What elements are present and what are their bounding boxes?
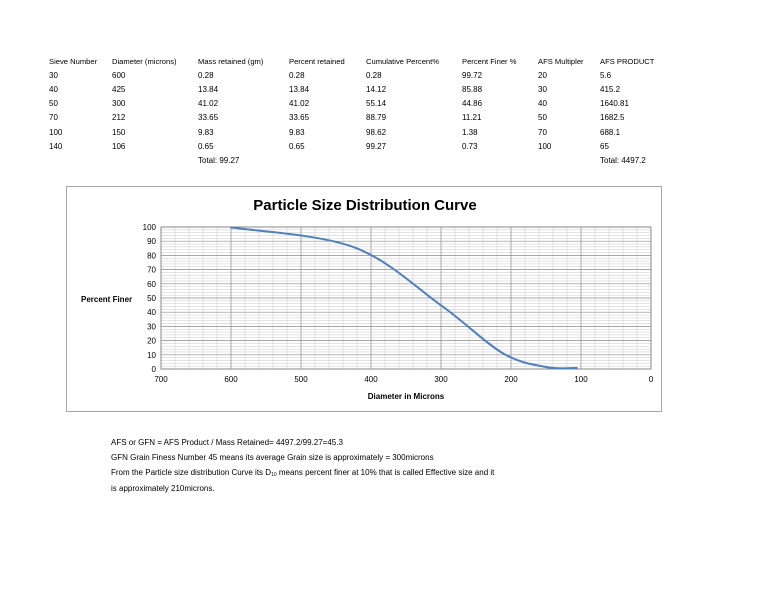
cell: 41.02 [289,99,310,109]
cell: 150 [112,127,126,137]
cell: 11.21 [462,113,482,123]
cell: 13.84 [289,84,310,94]
cell: 0.28 [198,70,214,80]
x-axis-label: Diameter in Microns [368,392,445,401]
cell: 14.12 [366,84,387,94]
x-tick-label: 400 [364,375,378,384]
cell: 33.65 [289,113,310,123]
cell: 106 [112,141,126,151]
cell: 5.6 [600,70,612,80]
y-tick-label: 70 [147,266,156,275]
chart-title: Particle Size Distribution Curve [253,197,476,214]
table-row: 70 212 33.65 33.65 88.79 11.21 50 1682.5 [49,111,670,125]
cell: 65 [600,141,609,151]
cell: 300 [112,99,126,109]
header-cumulative-percent: Cumulative Percent% [366,56,440,66]
cell: 140 [49,141,63,151]
header-percent-retained: Percent retained [289,56,345,66]
table-row: 140 106 0.65 0.65 99.27 0.73 100 65 [49,139,670,153]
x-tick-label: 200 [504,375,518,384]
cell: 88.79 [366,113,387,123]
cell: 9.83 [289,127,305,137]
gfn-note: GFN Grain Finess Number 45 means its ave… [111,453,434,463]
cell: 100 [538,141,552,151]
y-tick-label: 60 [147,280,156,289]
cell: 70 [538,127,547,137]
effective-size-value-note: is approximately 210microns. [111,483,215,493]
y-tick-label: 20 [147,337,156,346]
cell: 0.65 [289,141,305,151]
x-tick-label: 300 [434,375,448,384]
cell: 41.02 [198,99,219,109]
header-mass-retained: Mass retained (gm) [198,56,264,66]
y-axis-label: Percent Finer [81,295,132,304]
y-tick-label: 80 [147,251,156,260]
cell: 1640.81 [600,99,629,109]
afs-total: Total: 4497.2 [600,155,646,165]
y-tick-label: 40 [147,308,156,317]
series-percent-finer-line [230,226,578,370]
cell: 50 [49,99,58,109]
cell: 100 [49,127,63,137]
y-tick-label: 10 [147,351,156,360]
mass-total: Total: 99.27 [198,155,240,165]
cell: 415.2 [600,84,621,94]
cell: 0.28 [289,70,305,80]
table-row: 40 425 13.84 13.84 14.12 85.88 30 415.2 [49,82,670,96]
header-afs-multiplier: AFS Multipler [538,56,584,66]
y-tick-label: 90 [147,237,156,246]
x-tick-label: 500 [294,375,308,384]
header-diameter: Diameter (microns) [112,56,177,66]
table-row: 50 300 41.02 41.02 55.14 44.86 40 1640.81 [49,97,670,111]
cell: 40 [49,84,58,94]
cell: 99.72 [462,70,483,80]
plot-area [160,226,652,370]
cell: 30 [49,70,58,80]
x-tick-label: 600 [224,375,238,384]
cell: 0.28 [366,70,382,80]
header-afs-product: AFS PRODUCT [600,56,655,66]
cell: 70 [49,113,58,123]
x-tick-label: 0 [649,375,654,384]
cell: 0.65 [198,141,214,151]
particle-size-chart: Particle Size Distribution Curve 0 10 20 30… [81,197,654,401]
cell: 85.88 [462,84,483,94]
afs-formula-note: AFS or GFN = AFS Product / Mass Retained… [111,438,343,447]
effective-size-note: From the Particle size distribution Curv… [111,468,495,479]
cell: 20 [538,70,547,80]
y-tick-label: 50 [147,294,156,303]
x-tick-label: 700 [154,375,168,384]
cell: 1682.5 [600,113,625,123]
cell: 13.84 [198,84,219,94]
cell: 50 [538,113,547,123]
cell: 1.38 [462,127,478,137]
cell: 33.65 [198,113,219,123]
cell: 425 [112,84,126,94]
cell: 9.83 [198,127,214,137]
cell: 0.73 [462,141,478,151]
table-row: 30 600 0.28 0.28 0.28 99.72 20 5.6 [49,68,670,82]
y-tick-label: 0 [152,365,157,374]
cell: 212 [112,113,126,123]
cell: 99.27 [366,141,387,151]
table-header-row: Sieve Number Diameter (microns) Mass ret… [49,54,670,68]
sieve-analysis-table: Sieve Number Diameter (microns) Mass ret… [49,54,670,168]
notes-section: AFS or GFN = AFS Product / Mass Retained… [111,435,494,496]
cell: 40 [538,99,547,109]
y-tick-label: 30 [147,322,156,331]
cell: 30 [538,84,547,94]
cell: 688.1 [600,127,621,137]
header-percent-finer: Percent Finer % [462,56,517,66]
cell: 600 [112,70,126,80]
table-row: 100 150 9.83 9.83 98.62 1.38 70 688.1 [49,125,670,139]
y-tick-label: 100 [143,223,157,232]
cell: 55.14 [366,99,387,109]
cell: 44.86 [462,99,483,109]
header-sieve-number: Sieve Number [49,56,98,66]
table-total-row: Total: 99.27 Total: 4497.2 [49,153,670,167]
cell: 98.62 [366,127,387,137]
chart-area: Particle Size Distribution Curve 0 10 20 30… [66,186,662,412]
x-tick-label: 100 [574,375,588,384]
